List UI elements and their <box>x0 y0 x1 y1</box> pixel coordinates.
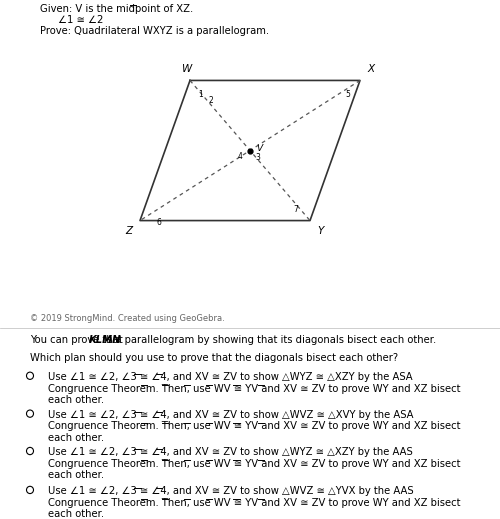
Text: 2: 2 <box>208 95 214 105</box>
Text: Z: Z <box>126 226 132 236</box>
Text: Which plan should you use to prove that the diagonals bisect each other?: Which plan should you use to prove that … <box>30 353 398 363</box>
Text: W: W <box>182 64 192 74</box>
Text: 3: 3 <box>256 153 260 162</box>
Text: each other.: each other. <box>48 509 104 519</box>
Text: Use ∠1 ≅ ∠2, ∠3 ≅ ∠4, and XV ≅ ZV to show △WVZ ≅ △XVY by the ASA: Use ∠1 ≅ ∠2, ∠3 ≅ ∠4, and XV ≅ ZV to sho… <box>48 410 413 420</box>
Text: 6: 6 <box>156 218 162 227</box>
Text: 7: 7 <box>294 204 298 214</box>
Text: each other.: each other. <box>48 395 104 405</box>
Text: Congruence Theorem. Then, use WV ≅ YV and XV ≅ ZV to prove WY and XZ bisect: Congruence Theorem. Then, use WV ≅ YV an… <box>48 459 460 469</box>
Text: Y: Y <box>318 226 324 236</box>
Text: Congruence Theorem. Then, use WV ≅ YV and XV ≅ ZV to prove WY and XZ bisect: Congruence Theorem. Then, use WV ≅ YV an… <box>48 421 460 431</box>
Text: is a parallelogram by showing that its diagonals bisect each other.: is a parallelogram by showing that its d… <box>102 335 436 345</box>
Text: 4: 4 <box>238 152 242 161</box>
Text: V: V <box>256 144 262 153</box>
Text: KLMN: KLMN <box>89 335 122 345</box>
Text: Prove: Quadrilateral WXYZ is a parallelogram.: Prove: Quadrilateral WXYZ is a parallelo… <box>40 26 269 36</box>
Text: each other.: each other. <box>48 470 104 480</box>
Text: Use ∠1 ≅ ∠2, ∠3 ≅ ∠4, and XV ≅ ZV to show △WVZ ≅ △YVX by the AAS: Use ∠1 ≅ ∠2, ∠3 ≅ ∠4, and XV ≅ ZV to sho… <box>48 486 413 496</box>
Text: Use ∠1 ≅ ∠2, ∠3 ≅ ∠4, and XV ≅ ZV to show △WYZ ≅ △XZY by the AAS: Use ∠1 ≅ ∠2, ∠3 ≅ ∠4, and XV ≅ ZV to sho… <box>48 447 412 457</box>
Text: 1: 1 <box>198 90 203 100</box>
Text: Given: V is the midpoint of XZ.: Given: V is the midpoint of XZ. <box>40 4 193 13</box>
Text: 5: 5 <box>345 90 350 100</box>
Text: Congruence Theorem. Then, use WV ≅ YV and XV ≅ ZV to prove WY and XZ bisect: Congruence Theorem. Then, use WV ≅ YV an… <box>48 384 460 393</box>
Text: © 2019 StrongMind. Created using GeoGebra.: © 2019 StrongMind. Created using GeoGebr… <box>30 314 225 323</box>
Text: ∠1 ≅ ∠2: ∠1 ≅ ∠2 <box>58 15 103 25</box>
Text: You can prove that: You can prove that <box>30 335 126 345</box>
Text: Use ∠1 ≅ ∠2, ∠3 ≅ ∠4, and XV ≅ ZV to show △WYZ ≅ △XZY by the ASA: Use ∠1 ≅ ∠2, ∠3 ≅ ∠4, and XV ≅ ZV to sho… <box>48 372 412 382</box>
Text: each other.: each other. <box>48 433 104 443</box>
Text: X: X <box>368 64 374 74</box>
Text: Congruence Theorem. Then, use WV ≅ YV and XV ≅ ZV to prove WY and XZ bisect: Congruence Theorem. Then, use WV ≅ YV an… <box>48 498 460 508</box>
